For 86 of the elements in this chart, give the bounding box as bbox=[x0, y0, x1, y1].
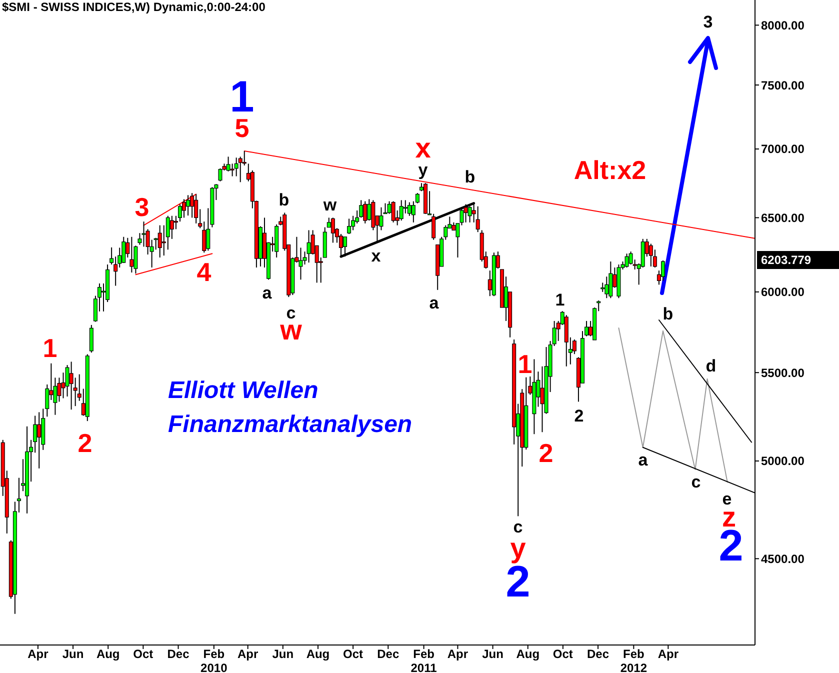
annotation: x bbox=[371, 246, 382, 266]
annotation: Alt:x2 bbox=[574, 155, 646, 185]
x-tick-label: Aug bbox=[516, 647, 540, 661]
candlestick bbox=[142, 221, 146, 248]
annotation: b bbox=[278, 190, 290, 210]
x-tick-label: Aug bbox=[306, 647, 330, 661]
annotation: 1 bbox=[555, 290, 565, 310]
candlestick bbox=[186, 194, 190, 216]
annotation: 2 bbox=[78, 428, 92, 458]
x-tick-label: Dec bbox=[167, 647, 190, 661]
candlestick bbox=[468, 206, 472, 223]
candlestick bbox=[584, 320, 589, 337]
candlestick bbox=[182, 198, 186, 218]
candlestick bbox=[89, 324, 94, 354]
annotation: 5 bbox=[234, 113, 250, 143]
y-tick-label: 7000.00 bbox=[761, 142, 805, 156]
candlestick bbox=[347, 218, 352, 234]
candlestick bbox=[363, 200, 368, 224]
y-tick-label: 6000.00 bbox=[761, 285, 805, 300]
candlestick bbox=[660, 260, 665, 282]
annotation: y bbox=[418, 160, 428, 180]
candlestick bbox=[399, 200, 404, 222]
annotation: 2 bbox=[574, 406, 584, 426]
candlestick bbox=[306, 230, 311, 264]
candlestick bbox=[130, 236, 134, 273]
x-tick-label: Apr bbox=[237, 647, 258, 661]
annotation: x bbox=[415, 132, 432, 164]
y-tick-label: 8000.00 bbox=[761, 18, 805, 32]
annotation: Finanzmarktanalysen bbox=[168, 411, 412, 438]
text: 6203.779 bbox=[761, 253, 812, 267]
annotation: b bbox=[662, 304, 674, 324]
x-tick-label: Feb 2011 bbox=[410, 647, 438, 673]
x-tick-label: Jun bbox=[272, 647, 294, 661]
annotation: 4 bbox=[196, 257, 212, 287]
chart-title: $SMI - SWISS INDICES,W) Dynamic,0:00-24:00 bbox=[2, 0, 266, 14]
annotation: 1 bbox=[42, 333, 58, 363]
candlestick bbox=[122, 236, 126, 264]
y-tick-label: 5000.00 bbox=[761, 454, 805, 468]
candlestick bbox=[218, 168, 222, 182]
x-tick-label: Oct bbox=[343, 647, 364, 661]
candlestick bbox=[37, 412, 42, 469]
candlestick bbox=[476, 206, 480, 233]
candlestick bbox=[170, 215, 174, 240]
x-tick-label: Oct bbox=[552, 647, 573, 661]
annotation: w bbox=[322, 196, 338, 214]
x-tick-label: Dec bbox=[587, 647, 610, 661]
x-tick-label: Apr bbox=[28, 647, 49, 661]
candlestick bbox=[69, 361, 74, 410]
annotation: a bbox=[262, 284, 272, 302]
candlestick bbox=[628, 251, 633, 266]
x-tick-label: Jun bbox=[482, 647, 504, 661]
candlestick bbox=[391, 200, 396, 223]
x-tick-label: Feb 2012 bbox=[620, 647, 648, 673]
annotation: 2 bbox=[538, 438, 554, 468]
candlestick bbox=[407, 202, 412, 216]
y-tick-label: 5500.00 bbox=[761, 366, 805, 380]
candlestick bbox=[604, 276, 609, 299]
candlestick bbox=[158, 224, 162, 258]
annotation: c bbox=[513, 518, 523, 536]
candlestick bbox=[608, 261, 613, 299]
annotation: a bbox=[429, 294, 440, 312]
annotation: c bbox=[691, 472, 701, 492]
x-tick-label: Apr bbox=[447, 647, 468, 661]
x-tick-label: Dec bbox=[377, 647, 400, 661]
annotation: 3 bbox=[703, 12, 713, 32]
candlestick bbox=[330, 217, 335, 244]
candlestick bbox=[648, 243, 653, 267]
y-tick-label: 4500.00 bbox=[761, 552, 805, 566]
annotation: b bbox=[464, 168, 476, 186]
annotation: d bbox=[706, 356, 716, 376]
y-tick-label: 7500.00 bbox=[761, 78, 805, 92]
x-tick-label: Apr bbox=[658, 647, 679, 661]
annotation: 3 bbox=[134, 192, 150, 222]
candlestick bbox=[600, 282, 605, 292]
annotation: a bbox=[638, 450, 648, 470]
candlestick bbox=[624, 253, 629, 268]
y-tick-label: 6500.00 bbox=[761, 210, 805, 225]
candlestick bbox=[540, 366, 544, 433]
candlestick bbox=[432, 213, 436, 240]
candlestick bbox=[154, 237, 158, 250]
x-tick-label: Jun bbox=[62, 647, 84, 661]
x-tick-label: Feb 2010 bbox=[200, 647, 228, 673]
annotation: Elliott Wellen bbox=[168, 377, 318, 404]
x-tick-label: Aug bbox=[96, 647, 120, 661]
annotation: 1 bbox=[518, 349, 532, 379]
x-tick-label: Oct bbox=[133, 647, 154, 661]
